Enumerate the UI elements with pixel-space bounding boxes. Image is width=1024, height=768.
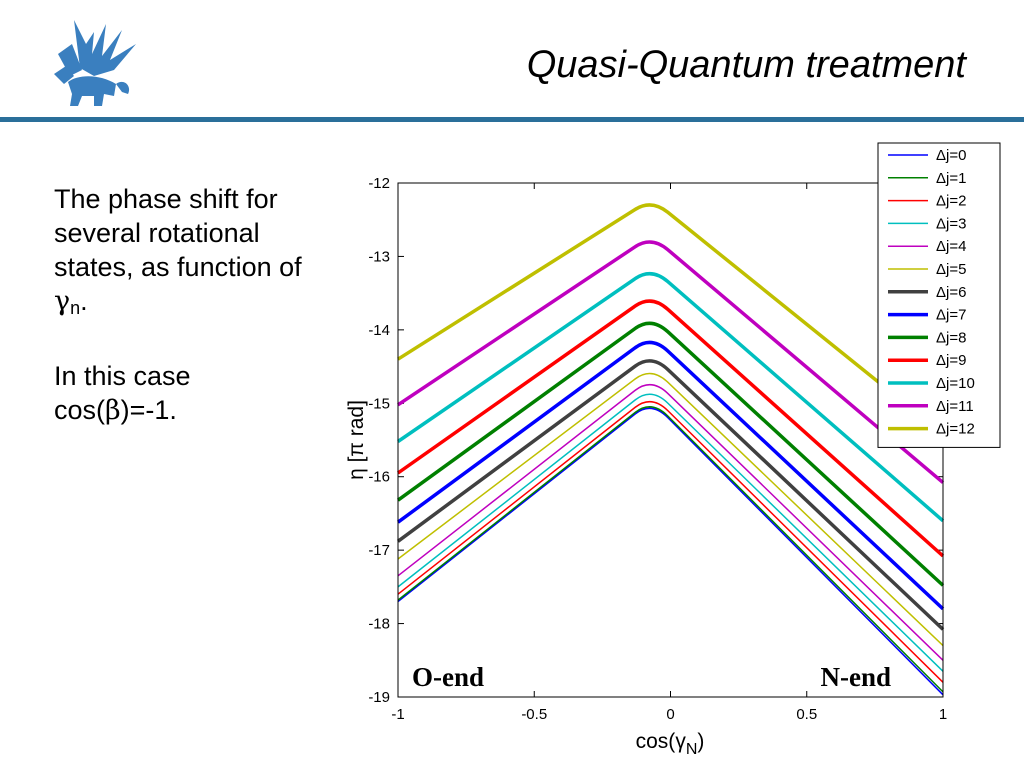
- y-tick-label: -15: [368, 395, 390, 412]
- x-tick-label: -0.5: [521, 706, 547, 723]
- series-line-dj9: [396, 299, 945, 558]
- legend-label-dj7: Δj=7: [936, 307, 966, 324]
- y-tick-label: -18: [368, 616, 390, 633]
- x-tick-label: 1: [939, 706, 947, 723]
- x-tick-label: 0.5: [796, 706, 817, 723]
- annotation-o-end: O-end: [412, 662, 484, 692]
- griffin-logo-icon: [54, 20, 136, 106]
- series-line-dj7: [396, 340, 945, 611]
- series-line-dj6: [396, 359, 945, 631]
- y-tick-label: -19: [368, 689, 390, 706]
- description: The phase shift for several rotational s…: [54, 182, 314, 462]
- legend-box: [877, 142, 1001, 448]
- legend-label-dj11: Δj=11: [936, 398, 974, 415]
- legend-label-dj5: Δj=5: [936, 261, 966, 278]
- series-line-dj2: [397, 401, 944, 683]
- legend: Δj=0 Δj=1 Δj=2 Δj=3 Δj=4 Δj=5 Δj=6 Δj=7 Δj=8 Δj=9…: [877, 142, 1001, 448]
- legend-label-dj4: Δj=4: [936, 238, 966, 255]
- legend-label-dj0: Δj=0: [936, 147, 966, 164]
- x-axis-label: cos(γN): [636, 730, 705, 758]
- y-tick-label: -14: [368, 322, 390, 339]
- series-line-dj0: [397, 407, 944, 696]
- series-line-dj4: [397, 384, 944, 661]
- legend-label-dj6: Δj=6: [936, 284, 966, 301]
- x-tick-label: 0: [666, 706, 674, 723]
- legend-label-dj8: Δj=8: [936, 329, 966, 346]
- y-tick-label: -13: [368, 248, 390, 265]
- y-tick-label: -16: [368, 469, 390, 486]
- legend-label-dj12: Δj=12: [936, 421, 975, 438]
- series-line-dj1: [397, 406, 944, 693]
- legend-label-dj10: Δj=10: [936, 375, 975, 392]
- x-tick-label: -1: [391, 706, 404, 723]
- series-line-dj8: [396, 321, 945, 587]
- y-tick-label: -17: [368, 542, 390, 559]
- annotation-n-end: N-end: [820, 662, 891, 692]
- y-axis-label: η [π rad]: [345, 400, 368, 480]
- slide-title: Quasi-Quantum treatment: [526, 44, 966, 86]
- title-divider: [0, 117, 1024, 122]
- legend-label-dj2: Δj=2: [936, 193, 966, 210]
- series-line-dj5: [397, 372, 944, 647]
- series-line-dj12: [397, 203, 945, 436]
- description-paragraph-1: The phase shift for several rotational s…: [54, 184, 302, 318]
- legend-label-dj9: Δj=9: [936, 352, 966, 369]
- legend-label-dj1: Δj=1: [936, 170, 966, 187]
- description-paragraph-2: In this case cos(β)=-1.: [54, 361, 191, 426]
- y-tick-label: -12: [368, 175, 390, 192]
- legend-label-dj3: Δj=3: [936, 215, 966, 232]
- series-line-dj3: [397, 393, 944, 672]
- series-line-dj11: [397, 240, 945, 484]
- series-line-dj10: [397, 272, 945, 523]
